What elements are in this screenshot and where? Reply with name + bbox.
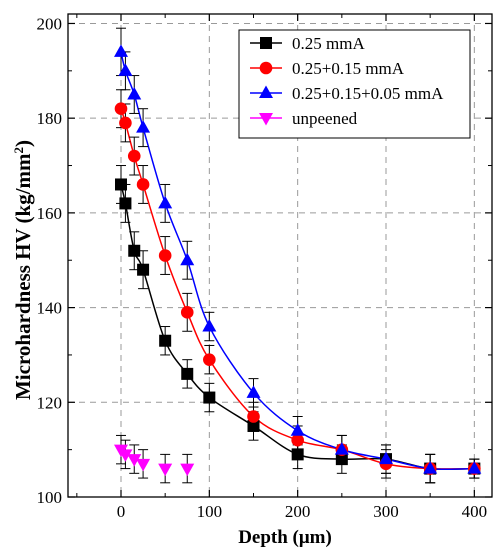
data-point-0 xyxy=(115,178,127,191)
y-tick-label: 200 xyxy=(37,14,63,33)
data-point-1 xyxy=(158,249,172,262)
y-tick-label: 120 xyxy=(37,393,63,412)
data-point-0 xyxy=(181,367,194,380)
plot-frame xyxy=(67,13,493,498)
x-tick-label: 200 xyxy=(285,502,311,521)
x-tick-label: 400 xyxy=(462,502,488,521)
plot-border xyxy=(67,13,493,498)
y-tick-label: 140 xyxy=(37,299,63,318)
data-point-0 xyxy=(203,391,216,404)
data-point-1 xyxy=(247,410,260,423)
x-tick-label: 300 xyxy=(373,502,399,521)
legend-marker xyxy=(259,113,273,126)
y-axis-title-end: ) xyxy=(11,140,35,147)
y-axis-title: Microhardness HV (kg/mm2) xyxy=(11,140,36,400)
data-point-2 xyxy=(379,451,393,465)
data-point-0 xyxy=(247,419,260,432)
y-axis-title-main: Microhardness HV (kg/mm xyxy=(11,153,35,400)
data-point-1 xyxy=(203,353,216,366)
legend-label: 0.25+0.15+0.05 mmA xyxy=(292,84,444,103)
data-point-2 xyxy=(467,461,482,474)
x-axis-title: Depth (μm) xyxy=(238,527,332,548)
data-point-2 xyxy=(136,120,151,133)
y-tick-label: 100 xyxy=(37,488,63,507)
data-point-2 xyxy=(334,442,349,455)
data-point-2 xyxy=(423,461,438,474)
legend-label: 0.25+0.15 mmA xyxy=(292,59,405,78)
y-tick-label: 180 xyxy=(37,109,63,128)
x-tick-label: 0 xyxy=(117,502,126,521)
data-markers xyxy=(114,44,482,477)
legend-items: 0.25 mmA 0.25+0.15 mmA 0.25+0.15+0.05 mmA u… xyxy=(250,34,444,128)
data-point-3 xyxy=(180,463,195,477)
data-point-0 xyxy=(291,448,304,461)
data-point-0 xyxy=(137,263,150,276)
legend-label: unpeened xyxy=(292,109,358,128)
legend: 0.25 mmA 0.25+0.15 mmA 0.25+0.15+0.05 mmA u… xyxy=(238,29,471,139)
data-point-1 xyxy=(114,102,128,116)
data-point-3 xyxy=(118,449,133,462)
data-point-2 xyxy=(202,319,217,332)
data-point-0 xyxy=(119,197,132,210)
data-point-2 xyxy=(180,252,195,266)
data-point-3 xyxy=(158,463,173,477)
data-point-2 xyxy=(114,44,128,57)
data-point-2 xyxy=(246,385,261,398)
x-tick-label: 100 xyxy=(197,502,223,521)
y-tick-label: 160 xyxy=(37,204,63,223)
data-point-2 xyxy=(127,87,142,100)
legend-marker xyxy=(259,61,273,75)
data-point-0 xyxy=(128,244,141,257)
data-point-0 xyxy=(159,334,172,347)
legend-marker xyxy=(260,37,272,49)
legend-box xyxy=(238,29,471,139)
data-point-1 xyxy=(291,433,304,447)
data-point-3 xyxy=(136,458,151,472)
data-point-2 xyxy=(158,195,173,209)
legend-marker xyxy=(259,85,273,98)
data-point-1 xyxy=(127,149,141,163)
data-point-2 xyxy=(118,63,133,76)
data-point-2 xyxy=(290,423,305,436)
y-axis-title-superscript: 2 xyxy=(11,147,26,154)
data-point-1 xyxy=(136,178,150,191)
data-point-1 xyxy=(180,306,194,319)
data-point-0 xyxy=(335,453,348,466)
tick-labels: 0 100 200 300 400 100 120 140 160 180 200 xyxy=(37,14,488,521)
data-point-3 xyxy=(127,454,142,467)
legend-label: 0.25 mmA xyxy=(292,34,365,53)
data-point-1 xyxy=(119,116,132,130)
